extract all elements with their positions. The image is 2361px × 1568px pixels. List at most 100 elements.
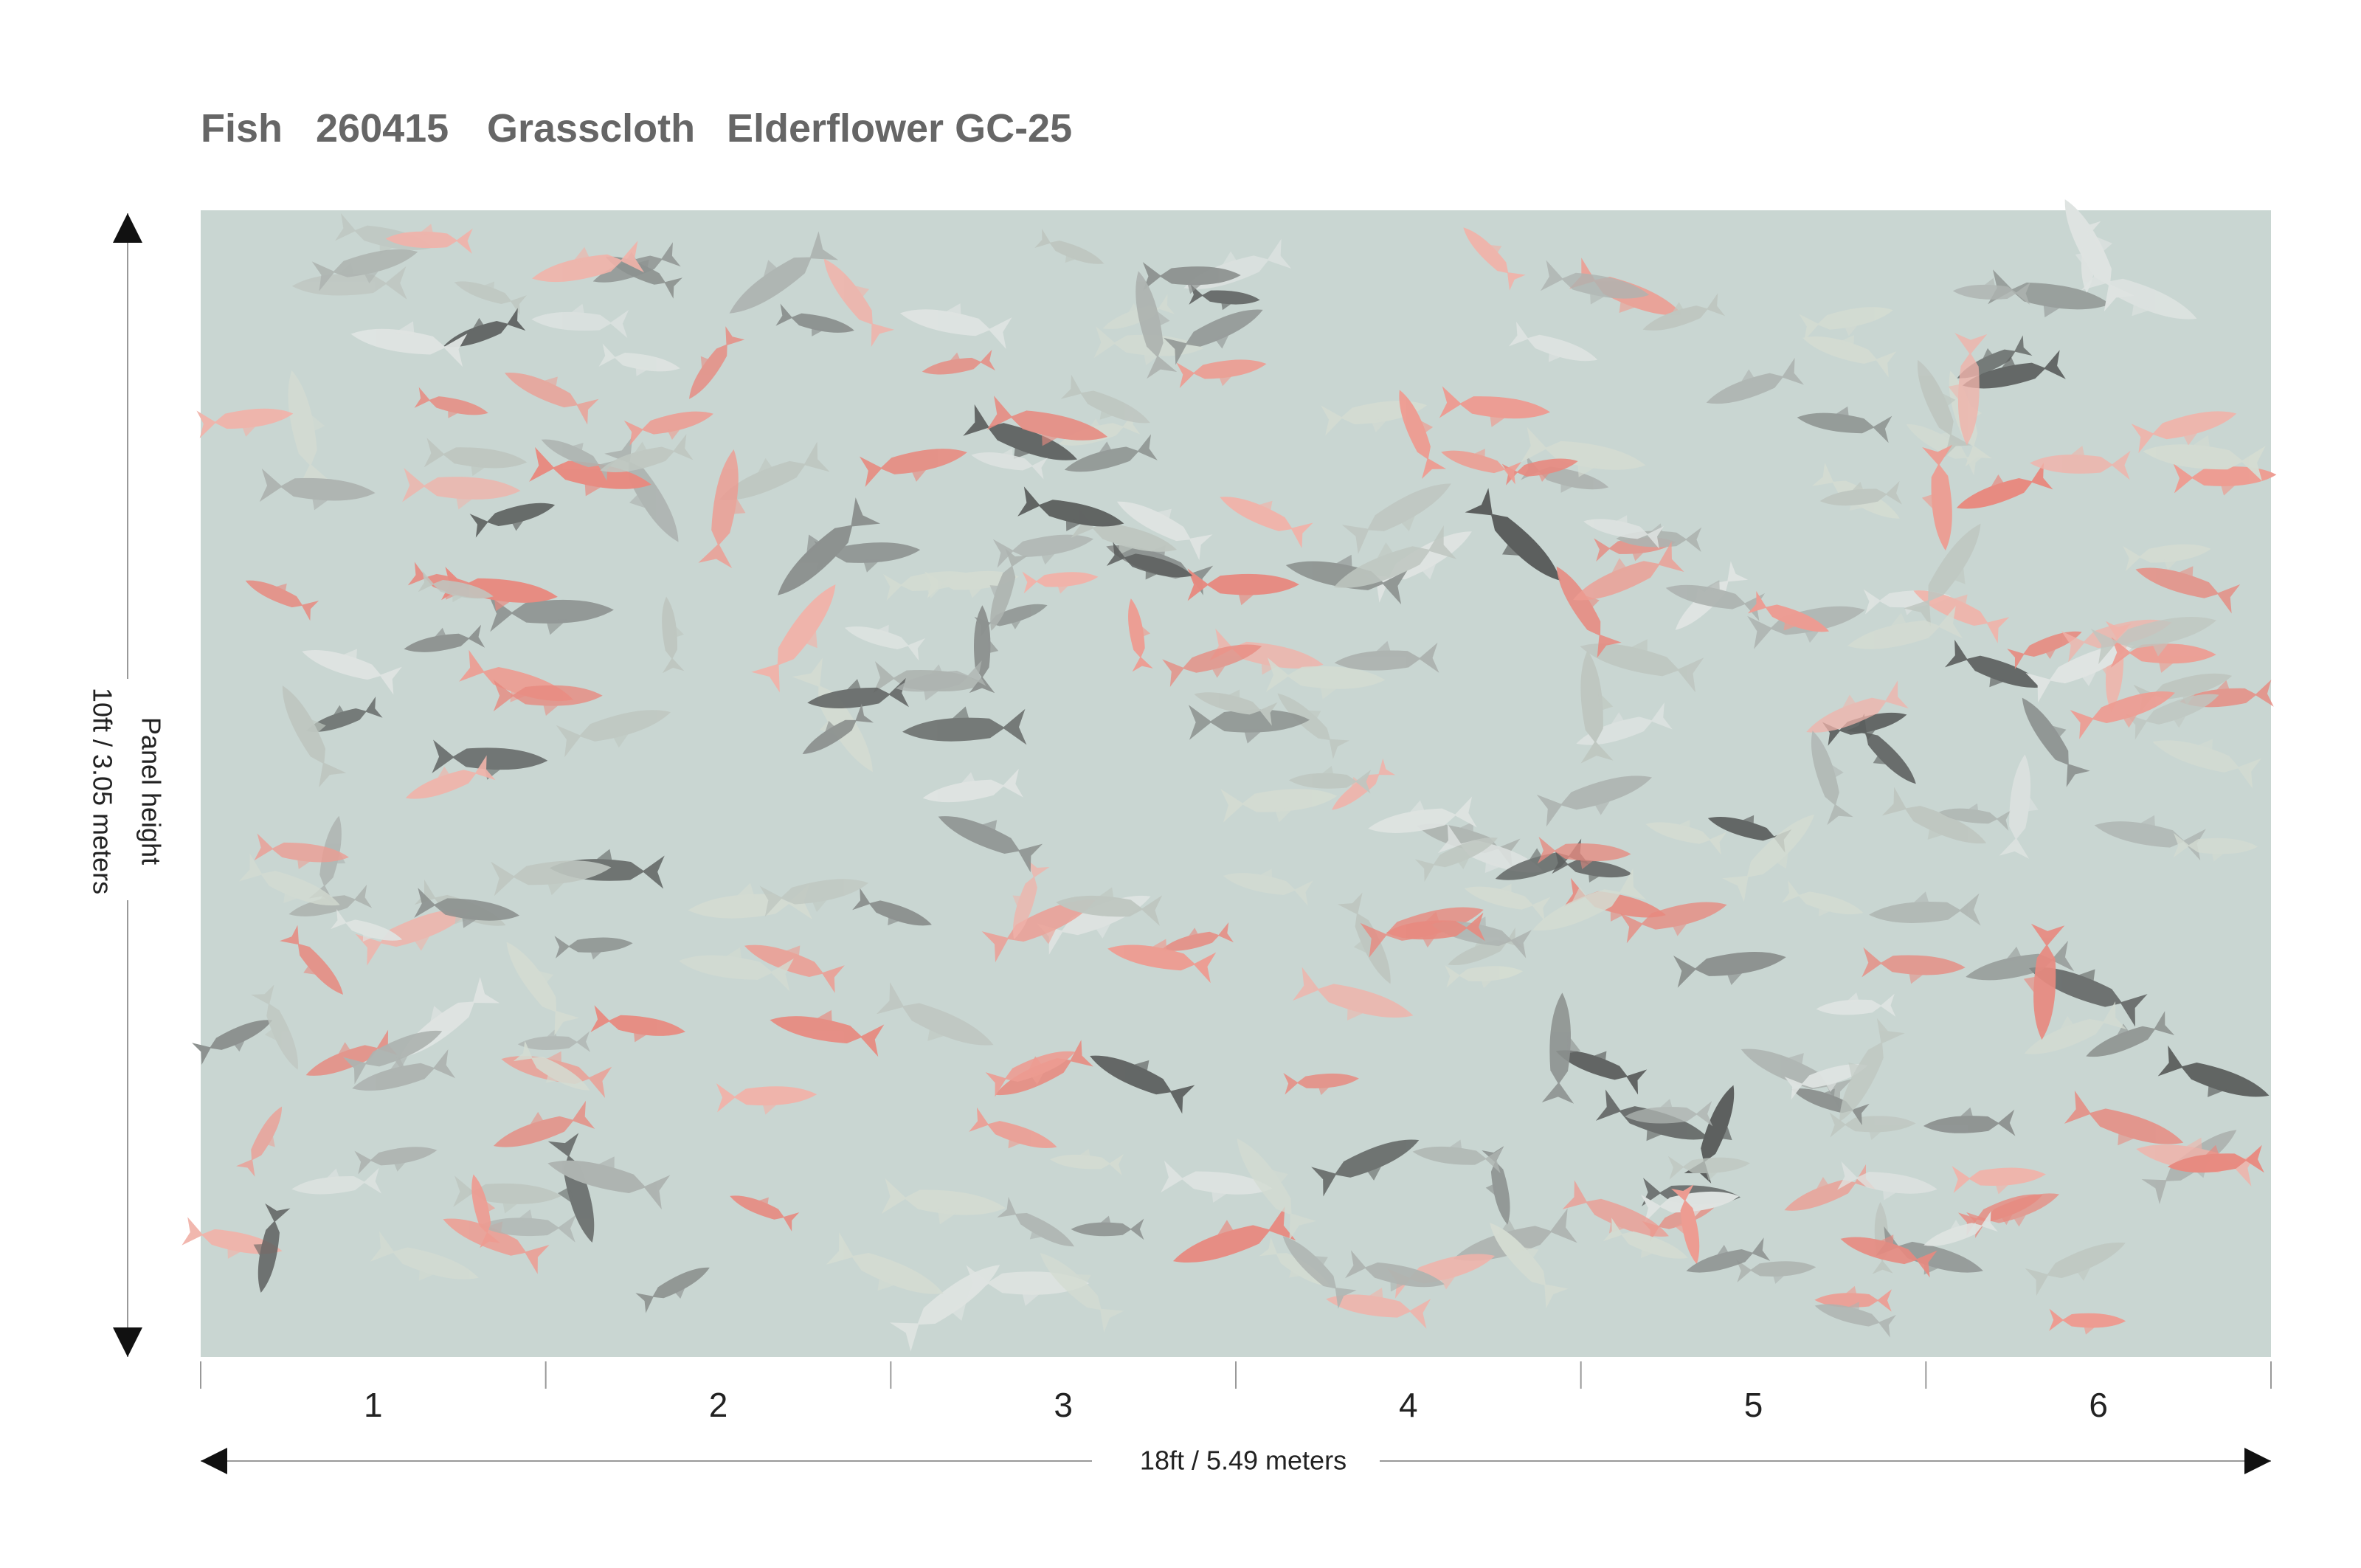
fish-fin	[1989, 674, 2007, 688]
fish-fin	[1988, 474, 2005, 490]
fish-body	[1463, 227, 1509, 274]
fish-tail	[1422, 457, 1447, 480]
fish-fin	[633, 1030, 650, 1043]
fish-tail	[2079, 220, 2101, 235]
fish-body	[1124, 553, 1193, 578]
fish-tail	[1265, 657, 1290, 692]
fish-tail	[488, 595, 514, 632]
fish-body	[1645, 822, 1711, 844]
fish-tail	[1619, 868, 1647, 900]
fish-tail	[1735, 1259, 1752, 1283]
fish-body	[1012, 876, 1037, 940]
fish-fin	[1065, 254, 1078, 263]
fish-body	[1010, 410, 1108, 441]
fish-tail	[1220, 789, 1244, 823]
fish-tail	[1189, 534, 1213, 561]
fish-body	[471, 1183, 562, 1204]
fish-tail	[1109, 1154, 1124, 1175]
fish-tail	[1454, 796, 1477, 828]
fish-tail	[1709, 832, 1727, 855]
fish-fin	[1371, 418, 1389, 433]
fish	[719, 441, 830, 500]
fish-body	[530, 1057, 590, 1091]
fish-body	[1746, 814, 1815, 877]
fish-tail	[1017, 486, 1040, 517]
fish-fin	[241, 424, 258, 437]
fish-fin	[1012, 895, 1023, 910]
fish	[2135, 566, 2241, 614]
fish-tail	[1952, 1166, 1971, 1193]
fish-body	[1038, 500, 1124, 527]
fish-fin	[395, 321, 415, 336]
fish-body	[2030, 455, 2114, 474]
fish-fin	[1999, 356, 2016, 371]
fish-body	[291, 274, 387, 296]
fish-fin	[1268, 1169, 1288, 1185]
fish-body	[1448, 939, 1507, 965]
fish-fin	[1446, 1139, 1462, 1151]
fish	[1811, 731, 1853, 826]
fish-fin	[448, 409, 460, 418]
fish	[2110, 637, 2216, 673]
fish-tail	[1132, 656, 1153, 672]
fish	[469, 502, 556, 538]
fish-body	[405, 770, 477, 799]
fish-body	[288, 895, 356, 916]
fish-fin	[1353, 939, 1370, 955]
label-gap	[89, 679, 162, 900]
fish	[902, 706, 1027, 745]
fish-tail	[1187, 568, 1209, 601]
fish	[1537, 836, 1631, 870]
fish-tail	[969, 676, 995, 694]
fish-tail	[2111, 450, 2131, 480]
fish-body	[578, 710, 671, 742]
fish	[513, 1040, 590, 1091]
fish-body	[1527, 334, 1598, 362]
fish-fin	[1982, 277, 1996, 288]
fish	[331, 909, 403, 942]
fish-body	[1966, 655, 2045, 688]
fish-tail	[1540, 260, 1563, 291]
fish-tail	[1580, 741, 1614, 764]
title: Fish 260415 Grasscloth Elderflower GC-25	[201, 106, 1072, 151]
fish-fin	[1952, 563, 1966, 584]
fish-fin	[1148, 939, 1167, 953]
fish-body	[1090, 1055, 1172, 1095]
fish-tail	[1439, 386, 1462, 418]
arrow-head	[113, 213, 142, 243]
fish-tail	[907, 638, 925, 661]
fish-tail	[1667, 1156, 1684, 1180]
fish	[2023, 923, 2065, 1040]
fish-tail	[609, 309, 629, 339]
fish	[1999, 754, 2039, 859]
fish-tail	[876, 981, 905, 1015]
fish-body	[1765, 604, 1830, 632]
fish	[1050, 1148, 1124, 1175]
fish-fin	[2203, 1144, 2220, 1158]
fish-fin	[1140, 624, 1150, 638]
fish	[922, 768, 1023, 803]
fish-body	[454, 281, 512, 305]
fish-tail	[331, 909, 347, 930]
fish-tail	[2049, 1308, 2064, 1331]
fish-fin	[1814, 1177, 1830, 1192]
fish-tail	[1378, 758, 1396, 776]
fish-tail	[365, 696, 383, 718]
fish	[354, 1147, 438, 1175]
fish	[1847, 606, 1963, 649]
fish-tail	[1872, 1260, 1893, 1274]
fish	[554, 936, 633, 960]
fish-tail	[1360, 922, 1388, 958]
fish	[1034, 229, 1105, 264]
fish-body	[288, 370, 317, 466]
fish	[1288, 765, 1372, 794]
fish-tail	[529, 446, 555, 482]
fish-fin	[2213, 680, 2230, 693]
fish-tail	[985, 1072, 1006, 1097]
fish-body	[245, 580, 303, 608]
fish-tail	[1721, 875, 1749, 902]
fish-fin	[557, 1187, 575, 1205]
fish	[689, 326, 745, 399]
fish-body	[260, 871, 340, 906]
fish	[963, 404, 1078, 460]
